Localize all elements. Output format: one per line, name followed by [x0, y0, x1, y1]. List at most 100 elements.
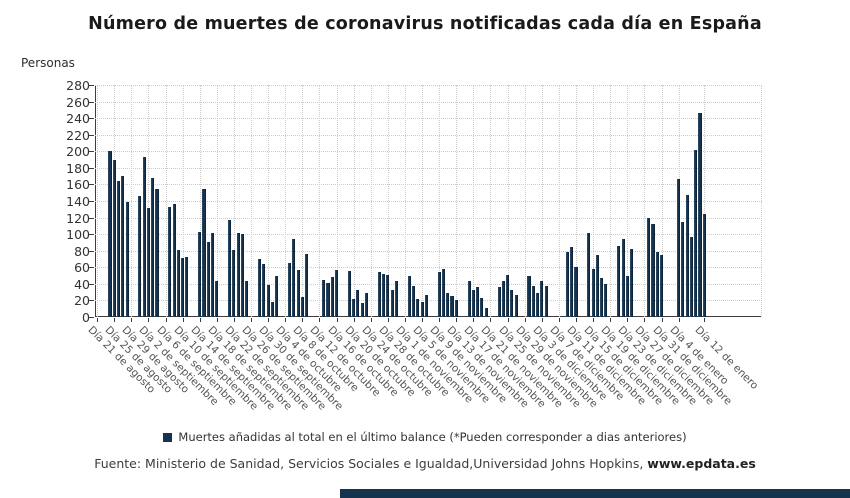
bar [484, 307, 488, 317]
gridline-horizontal [95, 267, 762, 269]
bar [600, 278, 604, 317]
bar [335, 269, 339, 317]
bar [685, 195, 689, 317]
bar [215, 280, 219, 317]
chart-title: Número de muertes de coronavirus notific… [88, 14, 762, 34]
source-text: Fuente: Ministerio de Sanidad, Servicios… [94, 456, 648, 471]
bar [116, 181, 121, 317]
x-axis-tick [404, 318, 406, 322]
y-axis-tick [89, 101, 94, 103]
gridline-horizontal [95, 101, 762, 103]
source-epdata-link[interactable]: www.epdata.es [647, 456, 756, 471]
legend-item[interactable]: Muertes añadidas al total en el último b… [163, 430, 687, 444]
bar [108, 151, 112, 317]
bar [352, 298, 356, 317]
y-axis-tick-label: 80 [74, 243, 90, 259]
x-axis-tick [387, 318, 389, 322]
bar [121, 176, 125, 317]
gridline-vertical [370, 85, 372, 317]
x-axis-tick [302, 318, 304, 322]
y-axis-tick-label: 160 [66, 177, 90, 193]
y-axis-tick [89, 85, 94, 86]
bar [694, 150, 698, 317]
bar [390, 289, 394, 317]
gridline-vertical [336, 85, 338, 317]
bar [565, 252, 569, 317]
gridline-horizontal [95, 167, 762, 169]
bar [364, 292, 369, 317]
y-axis-tick-label: 120 [66, 210, 90, 226]
bar [420, 302, 424, 317]
bar [540, 281, 544, 317]
bar [480, 297, 484, 317]
bar [655, 252, 659, 317]
x-axis-tick [251, 318, 253, 322]
bar [181, 258, 185, 317]
bar [677, 178, 681, 317]
bar [544, 286, 548, 317]
bar [617, 245, 621, 317]
bar [501, 280, 505, 317]
bar [689, 236, 693, 317]
x-axis-tick [285, 318, 287, 322]
bar [151, 177, 155, 317]
y-axis-tick [89, 300, 94, 302]
gridline-horizontal [95, 85, 762, 86]
gridline-vertical [353, 85, 355, 317]
gridline-vertical [199, 85, 201, 317]
gridline-vertical [182, 85, 184, 317]
x-axis-tick [558, 318, 560, 322]
bar [305, 254, 309, 317]
gridline-vertical [456, 85, 458, 317]
bar [441, 268, 445, 317]
x-axis-tick [507, 318, 509, 322]
bar [125, 201, 129, 317]
gridline-vertical [251, 85, 253, 317]
x-axis-tick [319, 318, 321, 322]
bar [535, 292, 540, 317]
bar [386, 274, 390, 317]
y-axis-tick [89, 267, 94, 269]
bar [206, 242, 210, 317]
bar [510, 289, 514, 317]
gridline-horizontal [95, 201, 762, 202]
gridline-vertical [473, 85, 475, 317]
bar [467, 281, 471, 317]
bar [270, 302, 274, 317]
x-axis-tick [97, 318, 99, 322]
gridline-horizontal [95, 134, 762, 136]
gridline-vertical [593, 85, 595, 317]
bar [300, 297, 304, 317]
bar [450, 296, 454, 317]
bar [659, 254, 664, 317]
gridline-vertical [490, 85, 492, 317]
gridline-vertical [610, 85, 612, 317]
x-axis-tick [233, 318, 235, 322]
bar [112, 159, 116, 317]
gridline-vertical [216, 85, 218, 317]
gridline-vertical [439, 85, 441, 317]
bar [416, 298, 420, 317]
gridline-vertical [148, 85, 150, 317]
x-axis-tick [610, 318, 612, 322]
y-axis-tick [89, 167, 94, 169]
y-axis-tick [89, 317, 94, 318]
gridline-vertical [704, 85, 706, 317]
plot-area: 0 20 40 60 80 100 120 140 160 180 200 220 240 260 280 D… [66, 78, 762, 413]
gridline-horizontal [95, 234, 762, 236]
bar [514, 294, 518, 317]
x-axis-tick [661, 318, 663, 322]
bar [471, 289, 475, 317]
x-axis-tick [114, 318, 116, 322]
bar [377, 272, 381, 317]
gridline-horizontal [95, 217, 762, 219]
bar [168, 206, 172, 317]
gridline-horizontal [95, 151, 762, 153]
bar [446, 292, 450, 317]
x-axis-tick [678, 318, 680, 322]
gridline-vertical [507, 85, 509, 317]
x-axis-tick [439, 318, 441, 322]
gridline-horizontal [95, 184, 762, 186]
bar [211, 233, 215, 317]
bar [172, 203, 176, 317]
